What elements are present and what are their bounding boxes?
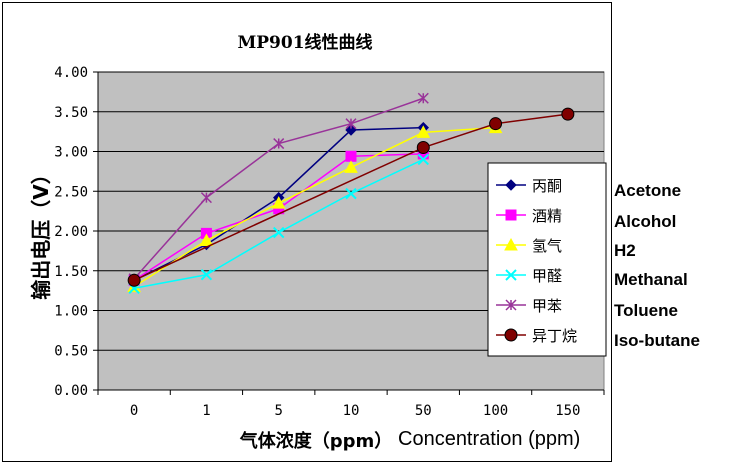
y-tick-label: 3.00 xyxy=(54,145,88,161)
data-point xyxy=(200,192,212,204)
data-point xyxy=(416,141,430,155)
legend-marker xyxy=(504,237,518,251)
data-point xyxy=(271,196,286,209)
legend-item: 氢气 xyxy=(496,237,562,255)
y-tick-label: 2.50 xyxy=(54,184,88,200)
x-tick-label: 150 xyxy=(555,403,580,419)
legend-label: 异丁烷 xyxy=(532,327,577,345)
x-axis-label: 气体浓度（ppm） xyxy=(239,430,393,452)
series-iso-butane xyxy=(127,107,575,287)
legend-english-alcohol: Alcohol xyxy=(614,212,677,231)
x-tick-label: 0 xyxy=(130,403,138,419)
data-point xyxy=(199,233,214,247)
legend-item: 丙酮 xyxy=(496,177,562,195)
data-point xyxy=(345,118,357,130)
data-point xyxy=(489,117,503,131)
legend-item: 甲苯 xyxy=(496,297,562,315)
x-tick-label: 50 xyxy=(415,403,432,419)
data-point xyxy=(273,226,285,239)
data-point xyxy=(561,107,575,121)
y-tick-label: 0.00 xyxy=(54,383,88,399)
x-tick-label: 1 xyxy=(202,403,210,419)
data-point xyxy=(273,138,285,150)
x-axis-label-english: Concentration (ppm) xyxy=(398,428,581,450)
legend-label: 甲醛 xyxy=(532,267,562,285)
y-tick-label: 4.00 xyxy=(54,65,88,81)
legend-marker xyxy=(505,179,517,191)
legend-item: 酒精 xyxy=(496,207,562,225)
data-point xyxy=(345,150,357,162)
y-tick-label: 0.50 xyxy=(54,343,88,359)
legend-label: 酒精 xyxy=(532,207,562,225)
data-point xyxy=(416,125,431,138)
series-line xyxy=(133,126,496,288)
legend-marker xyxy=(505,209,517,221)
data-point xyxy=(344,160,358,173)
legend-label: 丙酮 xyxy=(532,177,562,195)
legend-english-h2: H2 xyxy=(614,241,636,260)
legend-english-methanal: Methanal xyxy=(614,270,688,289)
legend-box xyxy=(487,162,607,357)
x-tick-label: 100 xyxy=(483,403,508,419)
legend-english-iso-butane: Iso-butane xyxy=(614,331,700,350)
legend-item: 甲醛 xyxy=(496,267,562,285)
legend-label: 氢气 xyxy=(532,237,562,255)
y-tick-label: 2.00 xyxy=(54,224,88,240)
legend-english-acetone: Acetone xyxy=(614,181,682,200)
data-point xyxy=(345,124,357,136)
chart-title: MP901线性曲线 xyxy=(237,32,372,53)
y-axis-label: 输出电压（V） xyxy=(29,164,53,299)
y-tick-label: 1.50 xyxy=(54,264,88,280)
x-tick-label: 5 xyxy=(274,403,282,419)
data-point xyxy=(127,273,141,287)
y-tick-label: 3.50 xyxy=(54,105,88,121)
legend-marker xyxy=(505,299,517,311)
x-tick-label: 10 xyxy=(343,403,360,419)
legend-item: 异丁烷 xyxy=(496,327,577,345)
legend-label: 甲苯 xyxy=(532,297,562,315)
y-tick-label: 1.00 xyxy=(54,304,88,320)
data-point xyxy=(417,92,429,104)
data-point xyxy=(200,269,213,281)
legend-marker xyxy=(505,269,517,281)
series-line xyxy=(133,113,568,281)
legend-marker xyxy=(504,328,518,342)
data-point xyxy=(417,153,429,166)
data-point xyxy=(345,187,357,200)
legend-english-toluene: Toluene xyxy=(614,301,678,320)
